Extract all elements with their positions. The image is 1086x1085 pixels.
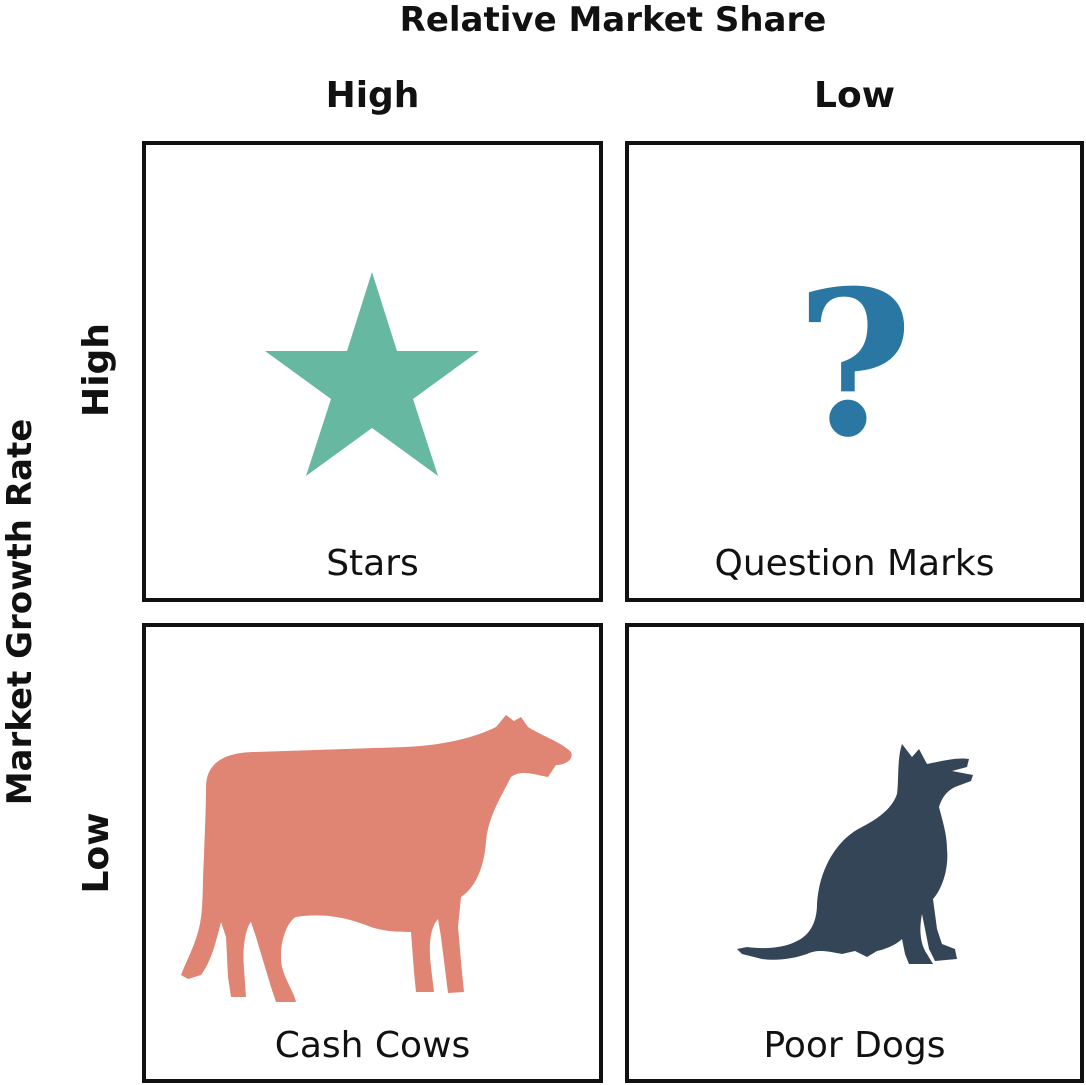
column-label-low: Low <box>814 75 895 116</box>
question-mark-icon: ? <box>795 247 914 482</box>
quadrant-label-stars: Stars <box>326 543 419 584</box>
quadrant-poor-dogs: Poor Dogs <box>625 623 1084 1083</box>
quadrant-label-question-marks: Question Marks <box>714 543 995 584</box>
cow-icon <box>181 715 572 1002</box>
market-growth-rate-title: Market Growth Rate <box>0 418 40 806</box>
star-shape <box>265 272 479 476</box>
quadrant-stars: Stars <box>142 141 603 602</box>
row-label-low: Low <box>76 812 117 894</box>
quadrant-cash-cows: Cash Cows <box>142 623 603 1083</box>
dog-icon <box>737 744 973 964</box>
star-icon <box>265 272 479 476</box>
quadrant-label-poor-dogs: Poor Dogs <box>763 1025 946 1066</box>
quadrant-question-marks: ? Question Marks <box>625 141 1084 602</box>
quadrant-label-cash-cows: Cash Cows <box>274 1025 471 1066</box>
relative-market-share-title: Relative Market Share <box>399 0 827 40</box>
column-label-high: High <box>325 75 420 116</box>
row-label-high: High <box>76 323 117 417</box>
